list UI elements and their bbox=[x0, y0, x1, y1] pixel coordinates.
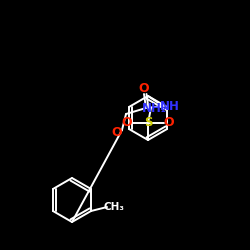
Text: S: S bbox=[144, 116, 152, 130]
Text: O: O bbox=[164, 116, 174, 130]
Text: O: O bbox=[122, 116, 132, 130]
Text: NH: NH bbox=[160, 100, 180, 112]
Text: O: O bbox=[139, 82, 149, 96]
Text: CH₃: CH₃ bbox=[104, 202, 124, 212]
Text: NH₂: NH₂ bbox=[142, 102, 167, 114]
Text: O: O bbox=[112, 126, 122, 140]
